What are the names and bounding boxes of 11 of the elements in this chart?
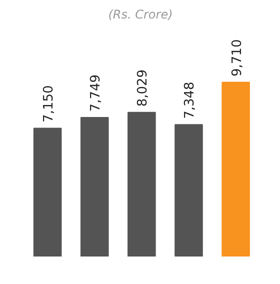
data-label: 7,749 [88, 74, 104, 112]
data-label: 8,029 [136, 69, 151, 107]
bar [33, 128, 62, 256]
chart-title: (Rs. Crore) [108, 8, 173, 22]
bar [174, 124, 203, 256]
bar [80, 116, 109, 256]
bar [222, 82, 250, 256]
data-label: 9,710 [230, 39, 245, 77]
bar [128, 112, 156, 256]
data-label: 7,150 [42, 85, 57, 122]
data-label: 7,348 [182, 82, 198, 119]
